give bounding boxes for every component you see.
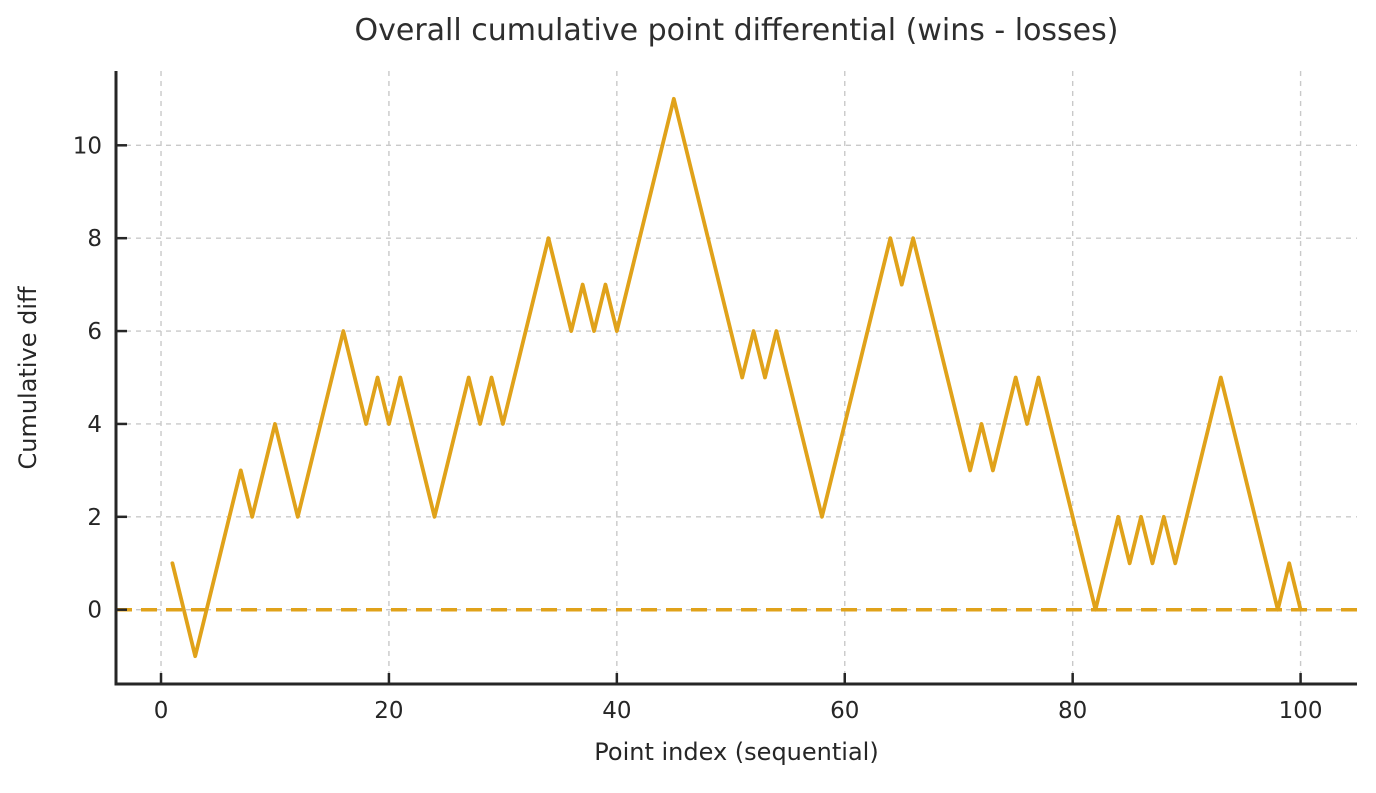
data-line [170, 96, 1303, 659]
y-tick-label: 0 [87, 598, 102, 624]
x-tick-label: 0 [154, 698, 169, 724]
y-tick-label: 10 [73, 133, 102, 159]
y-tick-label: 6 [87, 319, 102, 345]
chart-title: Overall cumulative point differential (w… [354, 13, 1119, 48]
x-axis-label: Point index (sequential) [594, 738, 879, 766]
y-tick-label: 2 [87, 505, 102, 531]
y-tick-label: 4 [87, 412, 102, 438]
x-tick-label: 20 [374, 698, 403, 724]
y-axis-label: Cumulative diff [14, 286, 42, 470]
x-tick-label: 80 [1058, 698, 1087, 724]
x-tick-label: 40 [602, 698, 631, 724]
x-tick-label: 100 [1279, 698, 1323, 724]
x-tick-label: 60 [830, 698, 859, 724]
y-tick-label: 8 [87, 226, 102, 252]
